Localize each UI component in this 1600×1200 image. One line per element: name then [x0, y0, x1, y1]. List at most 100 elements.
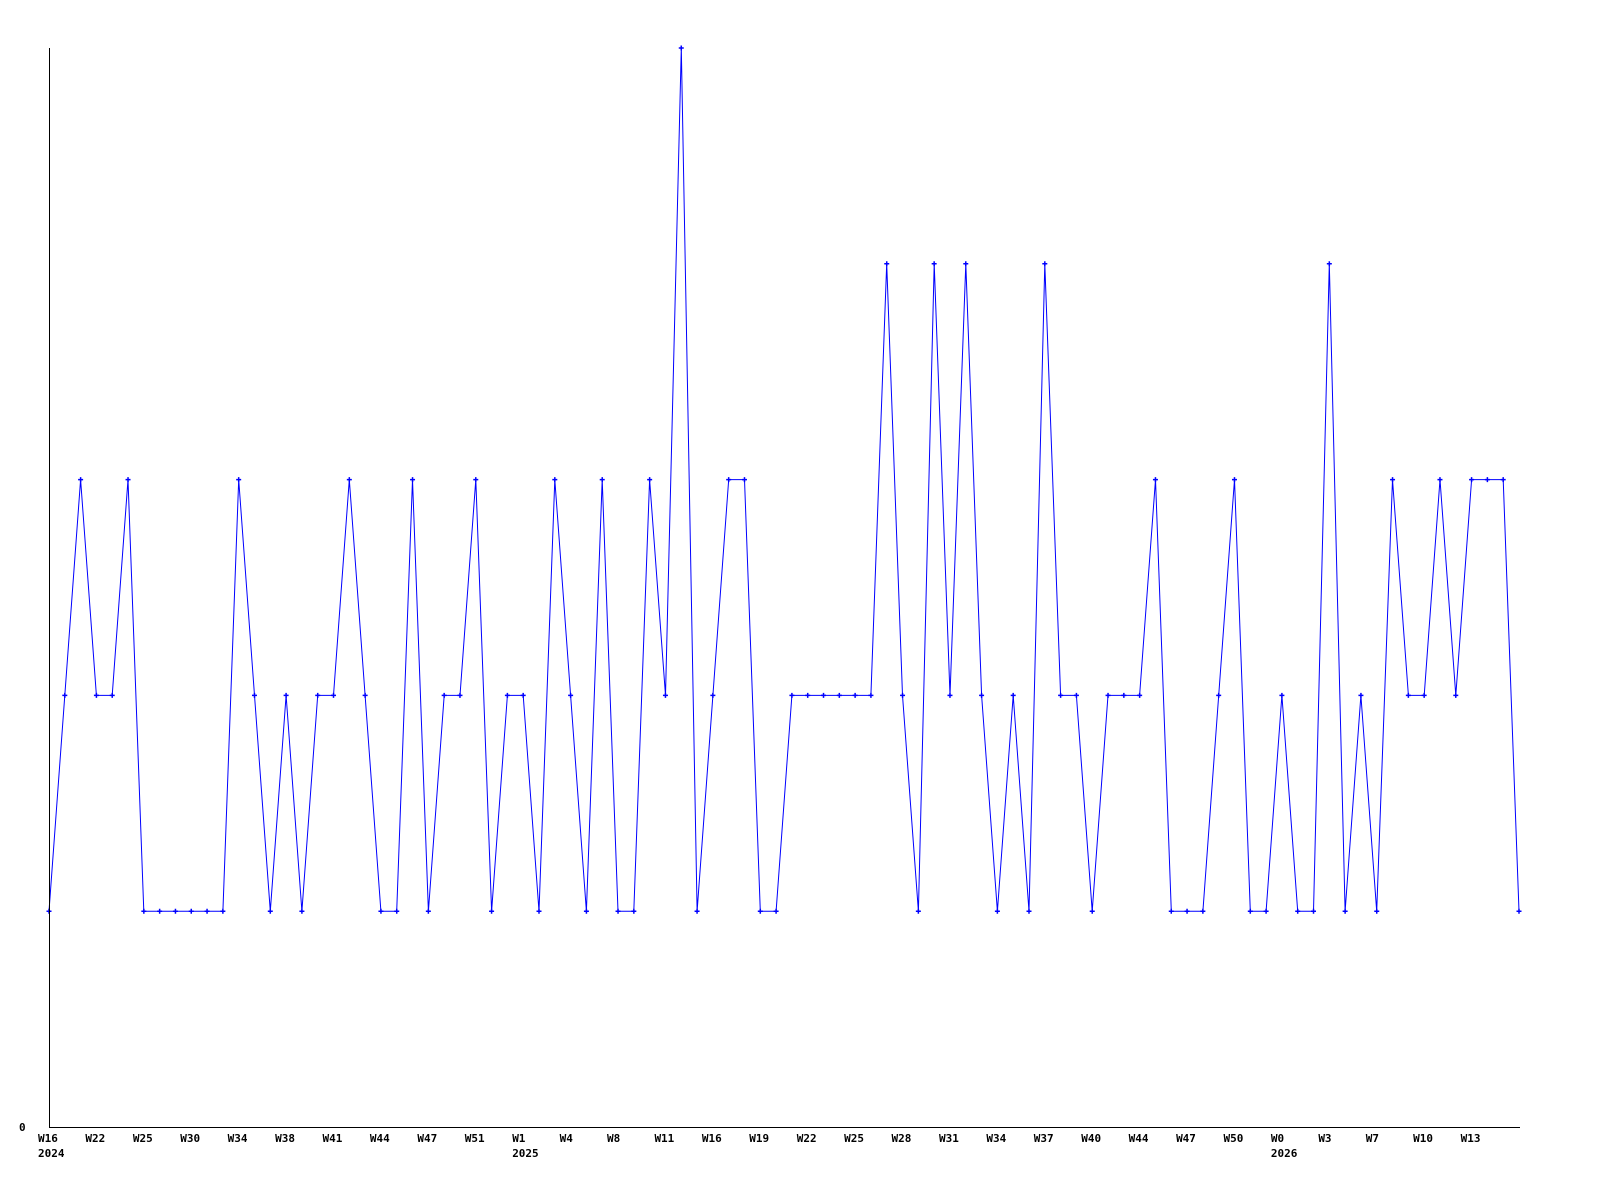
data-point [1010, 692, 1016, 698]
data-point [394, 908, 400, 914]
data-point [1263, 908, 1269, 914]
x-tick-label: W22 [85, 1132, 105, 1145]
data-point [1516, 908, 1522, 914]
data-point [552, 477, 558, 483]
y-tick-label: 0 [19, 1121, 26, 1134]
data-point [994, 908, 1000, 914]
data-point [1437, 477, 1443, 483]
data-point [979, 692, 985, 698]
data-point [805, 692, 811, 698]
data-point [1469, 477, 1475, 483]
data-point [109, 692, 115, 698]
data-point [852, 692, 858, 698]
data-point [915, 908, 921, 914]
data-point [757, 908, 763, 914]
data-point [441, 692, 447, 698]
data-point [1105, 692, 1111, 698]
x-tick-label: W7 [1366, 1132, 1379, 1145]
data-point [78, 477, 84, 483]
data-point [583, 908, 589, 914]
data-point [1453, 692, 1459, 698]
data-point [425, 908, 431, 914]
x-tick-label: W44 [370, 1132, 390, 1145]
x-tick-label: W3 [1318, 1132, 1331, 1145]
data-point [900, 692, 906, 698]
x-tick-label: W37 [1034, 1132, 1054, 1145]
data-point [157, 908, 163, 914]
data-point [947, 692, 953, 698]
data-point [141, 908, 147, 914]
data-point [931, 261, 937, 267]
data-point [1200, 908, 1206, 914]
chart-marks [46, 45, 1522, 914]
data-point [378, 908, 384, 914]
data-point [1358, 692, 1364, 698]
data-point [204, 908, 210, 914]
data-point [694, 908, 700, 914]
data-point [1184, 908, 1190, 914]
data-point [267, 908, 273, 914]
x-tick-label: W41 [323, 1132, 343, 1145]
x-tick-label: W16 [38, 1132, 58, 1145]
data-point [1295, 908, 1301, 914]
data-point [1500, 477, 1506, 483]
data-point [504, 692, 510, 698]
data-point [125, 477, 131, 483]
x-tick-label: W13 [1461, 1132, 1481, 1145]
series-line [48, 47, 1520, 912]
x-tick-label: W22 [797, 1132, 817, 1145]
data-point [172, 908, 178, 914]
x-tick-label: W40 [1081, 1132, 1101, 1145]
data-point [331, 692, 337, 698]
data-point [868, 692, 874, 698]
data-point [93, 692, 99, 698]
data-point [283, 692, 289, 698]
x-year-label: 2026 [1271, 1147, 1298, 1160]
x-tick-label: W34 [228, 1132, 248, 1145]
x-tick-label: W30 [180, 1132, 200, 1145]
data-point [188, 908, 194, 914]
data-point [836, 692, 842, 698]
x-tick-label: W34 [986, 1132, 1006, 1145]
data-point [220, 908, 226, 914]
data-point [299, 908, 305, 914]
data-point [1073, 692, 1079, 698]
data-point [457, 692, 463, 698]
data-point [1405, 692, 1411, 698]
data-point [489, 908, 495, 914]
data-point [1421, 692, 1427, 698]
data-point [615, 908, 621, 914]
x-tick-label: W25 [133, 1132, 153, 1145]
data-point [1042, 261, 1048, 267]
data-point [1279, 692, 1285, 698]
data-point [362, 692, 368, 698]
x-tick-label: W16 [702, 1132, 722, 1145]
data-point [410, 477, 416, 483]
data-point [1168, 908, 1174, 914]
x-tick-label: W44 [1129, 1132, 1149, 1145]
data-point [647, 477, 653, 483]
x-tick-label: W47 [417, 1132, 437, 1145]
data-point [741, 477, 747, 483]
x-tick-labels: W16 2024 W22 W25 W30 W34 W38 W41 W44 W47 W51 W1 2025… [38, 1132, 1480, 1160]
data-point [884, 261, 890, 267]
data-point [773, 908, 779, 914]
data-point [1137, 692, 1143, 698]
data-point [251, 692, 257, 698]
data-point [236, 477, 242, 483]
x-tick-label: W19 [749, 1132, 769, 1145]
data-point [1484, 477, 1490, 483]
x-tick-label: W11 [654, 1132, 674, 1145]
data-point [1247, 908, 1253, 914]
x-tick-label: W25 [844, 1132, 864, 1145]
data-point [726, 477, 732, 483]
x-tick-label: W31 [939, 1132, 959, 1145]
x-tick-label: W28 [892, 1132, 912, 1145]
data-point [315, 692, 321, 698]
data-point [520, 692, 526, 698]
data-point [1342, 908, 1348, 914]
x-tick-label: W4 [560, 1132, 574, 1145]
data-point [1026, 908, 1032, 914]
data-point [62, 692, 68, 698]
